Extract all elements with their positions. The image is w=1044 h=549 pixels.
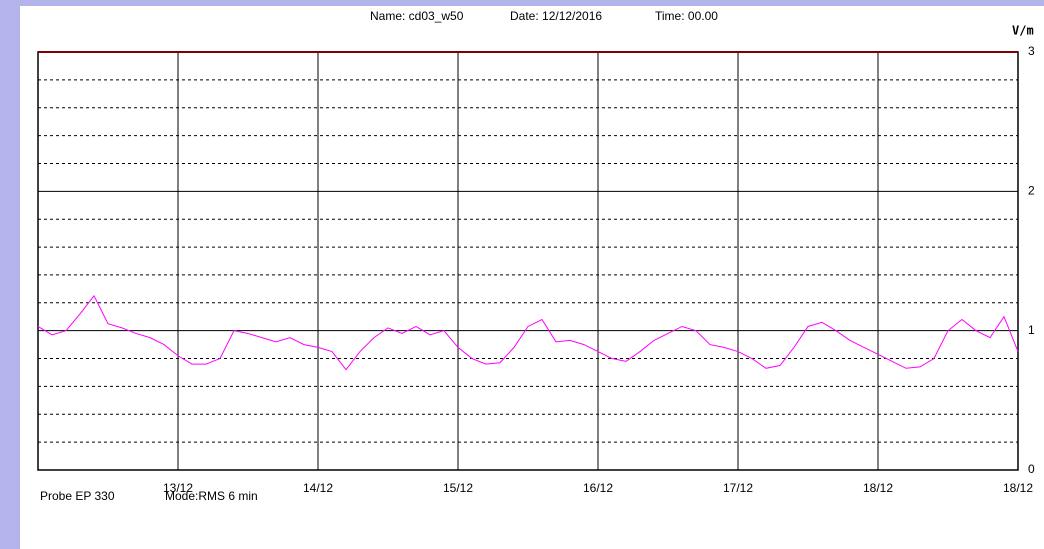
- y-tick-label: 2: [1028, 184, 1035, 198]
- footer-probe: Probe EP 330: [40, 489, 115, 503]
- x-tick-label: 13/12: [163, 481, 193, 495]
- header-name: Name: cd03_w50: [370, 9, 464, 23]
- y-unit: V/m: [1012, 24, 1034, 38]
- header-time: Time: 00.00: [655, 9, 718, 23]
- x-tick-label: 18/12: [1003, 481, 1033, 495]
- x-tick-label: 16/12: [583, 481, 613, 495]
- x-tick-label: 18/12: [863, 481, 893, 495]
- y-tick-label: 1: [1028, 323, 1035, 337]
- y-tick-label: 3: [1028, 44, 1035, 58]
- data-line: [37, 294, 1019, 371]
- footer-mode: Mode:RMS 6 min: [165, 489, 258, 503]
- header-date: Date: 12/12/2016: [510, 9, 602, 23]
- x-tick-label: 14/12: [303, 481, 333, 495]
- x-tick-label: 15/12: [443, 481, 473, 495]
- panel: [20, 6, 1044, 549]
- x-tick-label: 17/12: [723, 481, 753, 495]
- y-tick-label: 0: [1028, 462, 1035, 476]
